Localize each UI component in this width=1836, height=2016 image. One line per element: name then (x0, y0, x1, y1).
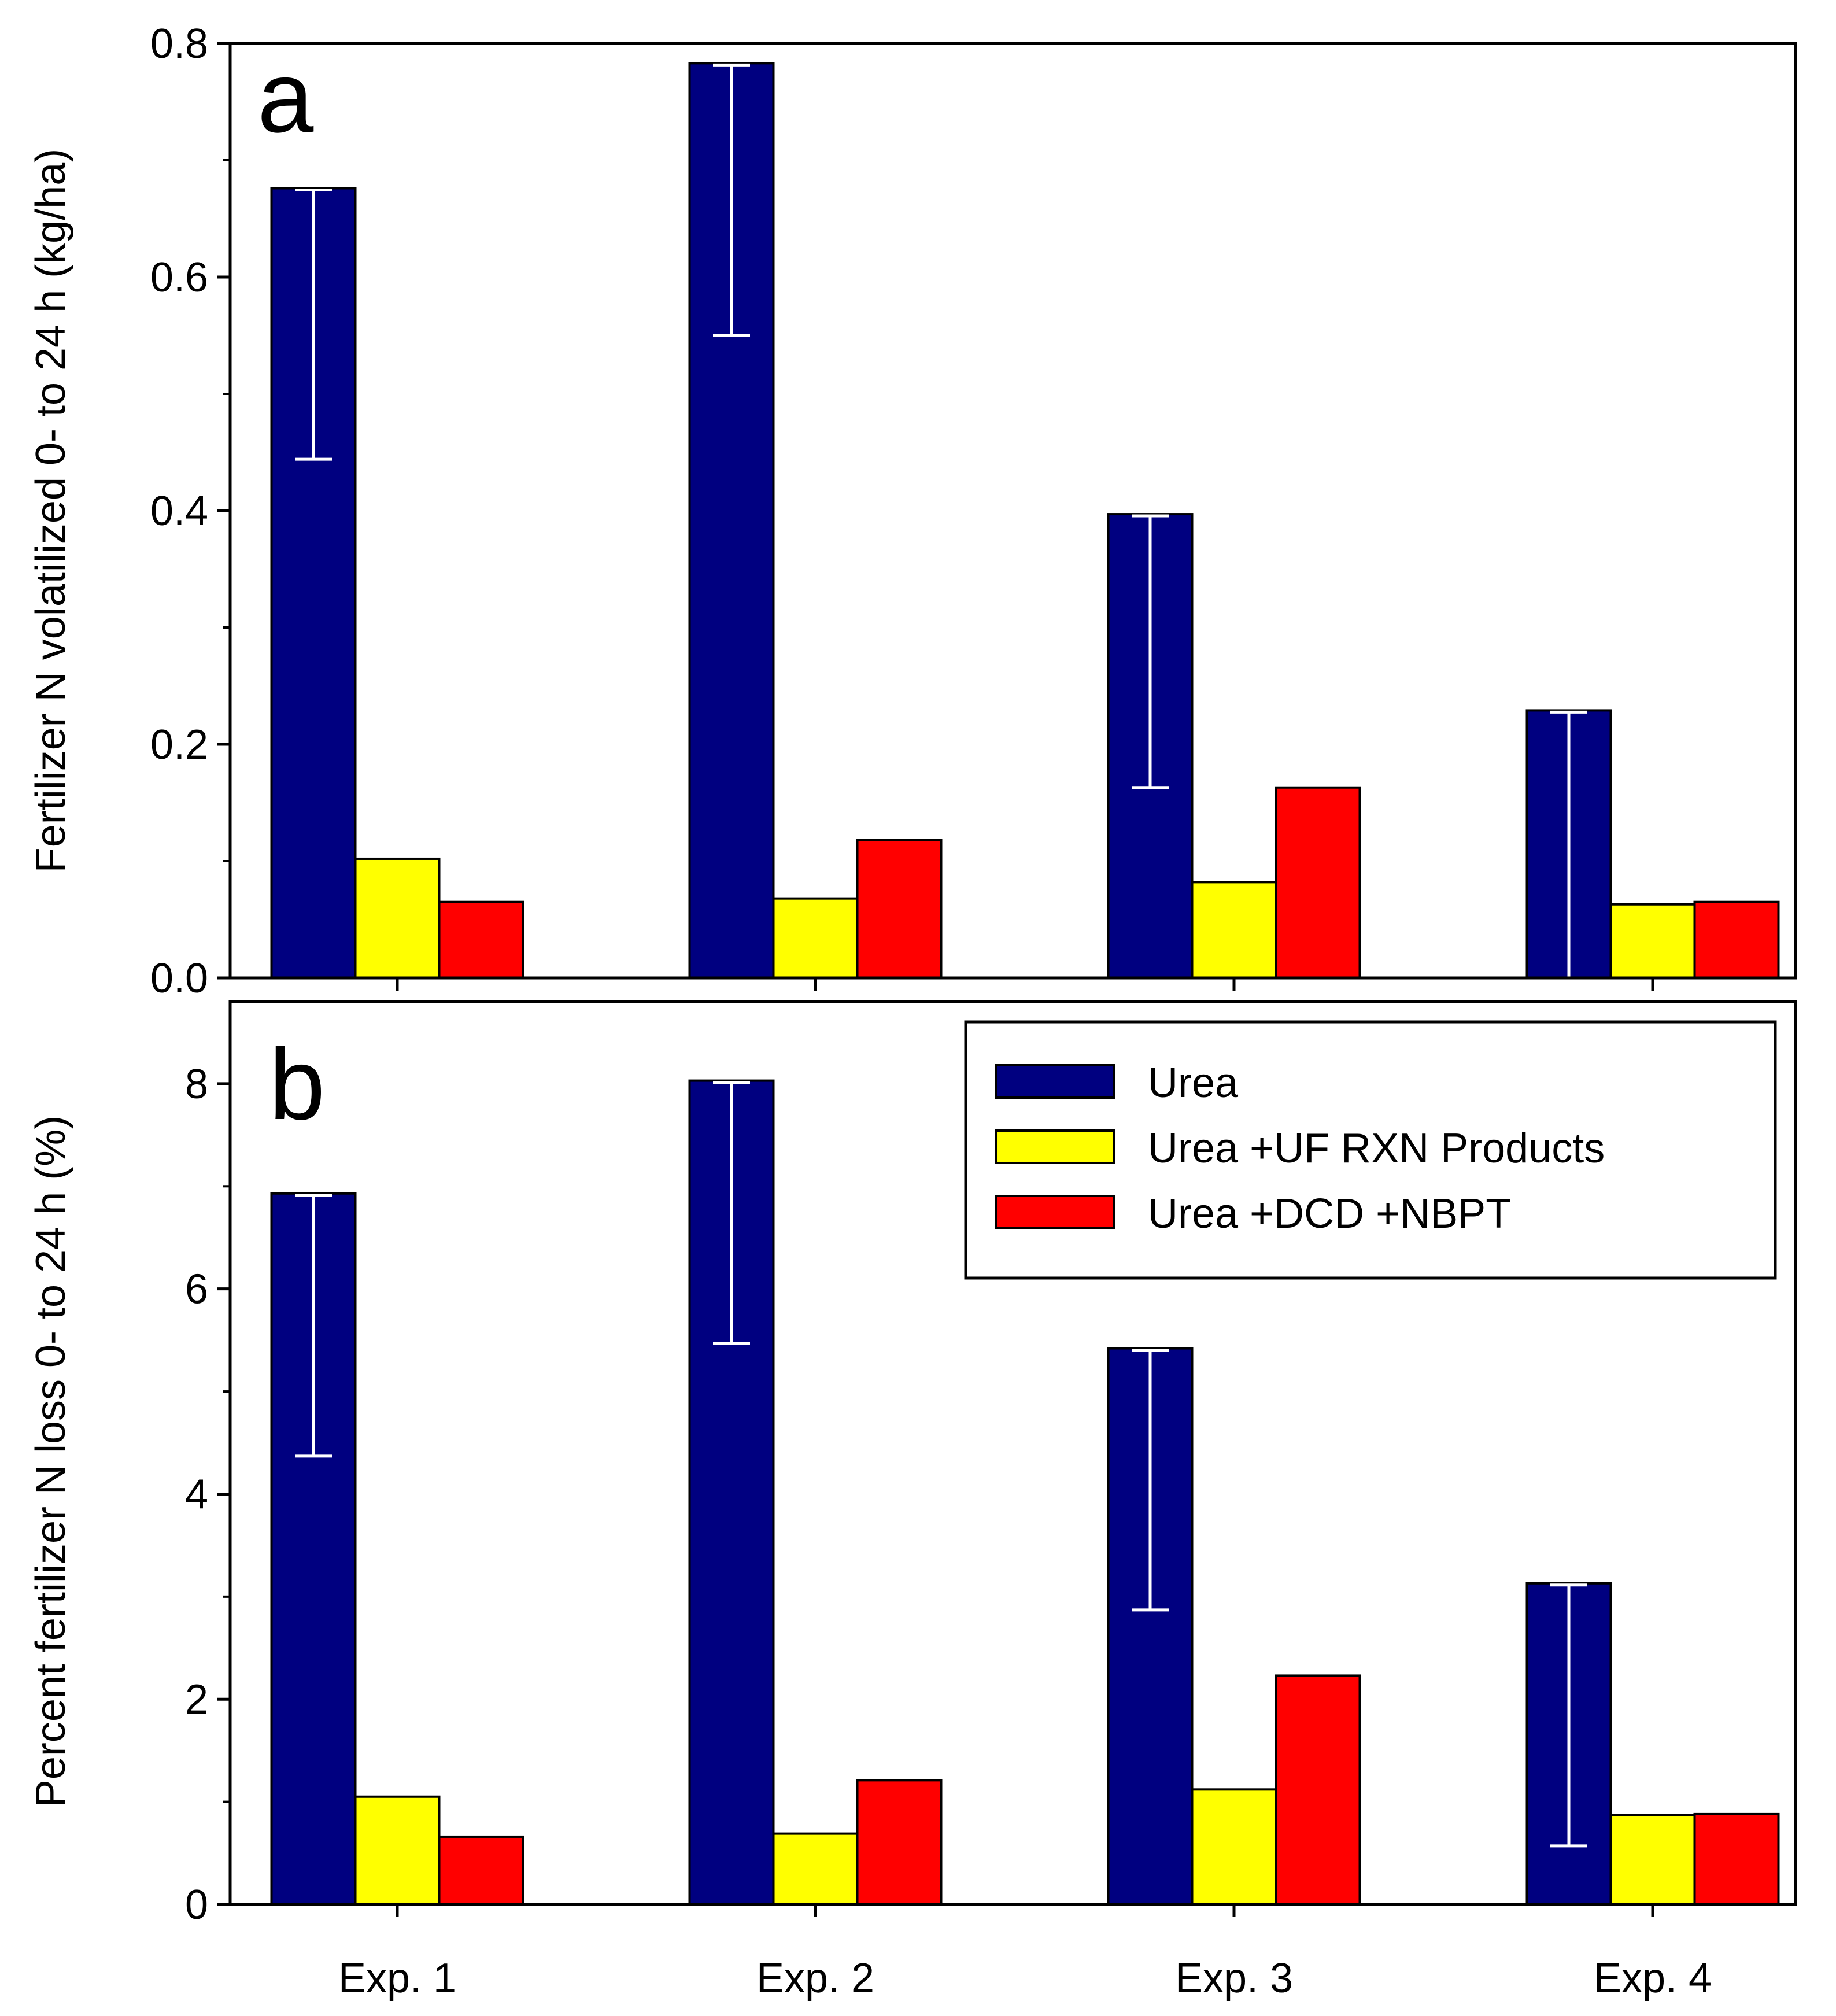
x-tick-label-exp-2: Exp. 2 (756, 1955, 874, 2002)
panel-a-bar-urea-uf-exp-4 (1609, 903, 1696, 979)
panel-b-error-bar-exp-1 (295, 1194, 332, 1458)
panel-a-bars (270, 62, 1780, 980)
panel-a-bar-urea-dcd-exp-4 (1693, 900, 1780, 979)
panel-a-bar-urea-uf-exp-3 (1191, 881, 1277, 979)
legend-item-urea: Urea (995, 1060, 1239, 1106)
panel-a-y-tick-label: 0.6 (150, 254, 208, 301)
panel-b-bars (270, 1079, 1780, 1906)
legend-swatch-urea-uf (995, 1129, 1115, 1164)
panel-a-y-tick-label: 0.4 (150, 488, 208, 534)
legend-item-urea-uf: Urea +UF RXN Products (995, 1125, 1605, 1172)
panel-a-bar-urea-dcd-exp-1 (438, 900, 524, 979)
x-tick-label-exp-1: Exp. 1 (338, 1955, 456, 2002)
panel-a-bar-urea-uf-exp-1 (354, 857, 441, 979)
panel-b-error-bar-exp-4 (1550, 1583, 1587, 1848)
panel-b-bar-urea-uf-exp-2 (772, 1832, 859, 1906)
panel-a-letter: a (257, 41, 314, 154)
panel-b-y-axis-label: Percent fertilizer N loss 0- to 24 h (%) (28, 1116, 74, 1807)
panel-b-frame (228, 1000, 1797, 1906)
panel-b-letter: b (269, 1028, 325, 1141)
panel-a-error-bar-exp-3 (1132, 514, 1169, 789)
panel-b-bar-urea-uf-exp-3 (1191, 1788, 1277, 1906)
legend-swatch-urea (995, 1064, 1115, 1099)
panel-b-y-tick-label: 0 (185, 1882, 208, 1928)
panel-b-bar-urea-uf-exp-1 (354, 1795, 441, 1906)
panel-a-y-axis: 0.0 0.2 0.4 0.6 0.8 (150, 21, 230, 1002)
panel-a-error-bar-exp-2 (713, 63, 750, 337)
panel-a-y-tick-label: 0.8 (150, 21, 208, 67)
legend-swatch-urea-dcd (995, 1195, 1115, 1229)
panel-b: 0 2 4 6 8 Exp. 1 Exp. 2 Exp. 3 Exp. 4 Percent f… (28, 1000, 1797, 2002)
legend: Urea Urea +UF RXN Products Urea +DCD +NB… (964, 1020, 1777, 1280)
panel-b-y-tick-label: 2 (185, 1677, 208, 1723)
panel-a-y-axis-label: Fertilizer N volatilized 0- to 24 h (kg/… (28, 149, 74, 873)
panel-b-error-bar-exp-3 (1132, 1349, 1169, 1612)
panel-a-error-bar-exp-4 (1550, 710, 1587, 978)
panel-b-bar-urea-uf-exp-4 (1609, 1814, 1696, 1906)
panel-b-bar-urea-dcd-exp-3 (1275, 1674, 1361, 1906)
panel-a-y-tick-label: 0.2 (150, 722, 208, 768)
x-tick-label-exp-3: Exp. 3 (1175, 1955, 1293, 2002)
panel-b-x-axis: Exp. 1 Exp. 2 Exp. 3 Exp. 4 (338, 1904, 1712, 2002)
panel-a-x-axis (396, 978, 1654, 991)
panel-a-bar-urea-dcd-exp-3 (1275, 786, 1361, 979)
panel-a-error-bars (295, 63, 1587, 978)
panel-b-bar-urea-dcd-exp-2 (856, 1779, 943, 1906)
legend-label-urea-uf: Urea +UF RXN Products (1148, 1125, 1605, 1172)
panel-a-bar-urea-dcd-exp-2 (856, 839, 943, 980)
panel-b-y-tick-label: 6 (185, 1267, 208, 1313)
panel-a-y-tick-label: 0.0 (150, 955, 208, 1002)
panel-b-error-bars (295, 1081, 1587, 1848)
legend-item-urea-dcd: Urea +DCD +NBPT (995, 1191, 1511, 1237)
panel-b-y-axis: 0 2 4 6 8 (185, 1061, 230, 1928)
panel-b-error-bar-exp-2 (713, 1081, 750, 1345)
legend-label-urea-dcd: Urea +DCD +NBPT (1148, 1191, 1511, 1237)
legend-label-urea: Urea (1148, 1060, 1239, 1106)
x-tick-label-exp-4: Exp. 4 (1594, 1955, 1712, 2002)
panel-b-y-tick-label: 4 (185, 1471, 208, 1517)
panel-a-error-bar-exp-1 (295, 188, 332, 461)
panel-a-bar-urea-uf-exp-2 (772, 897, 859, 980)
panel-b-y-tick-label: 8 (185, 1061, 208, 1107)
panel-a: 0.0 0.2 0.4 0.6 0.8 Fertilizer N volatilized… (28, 21, 1797, 1002)
panel-b-bar-urea-dcd-exp-1 (438, 1835, 524, 1906)
panel-b-bar-urea-dcd-exp-4 (1693, 1812, 1780, 1906)
